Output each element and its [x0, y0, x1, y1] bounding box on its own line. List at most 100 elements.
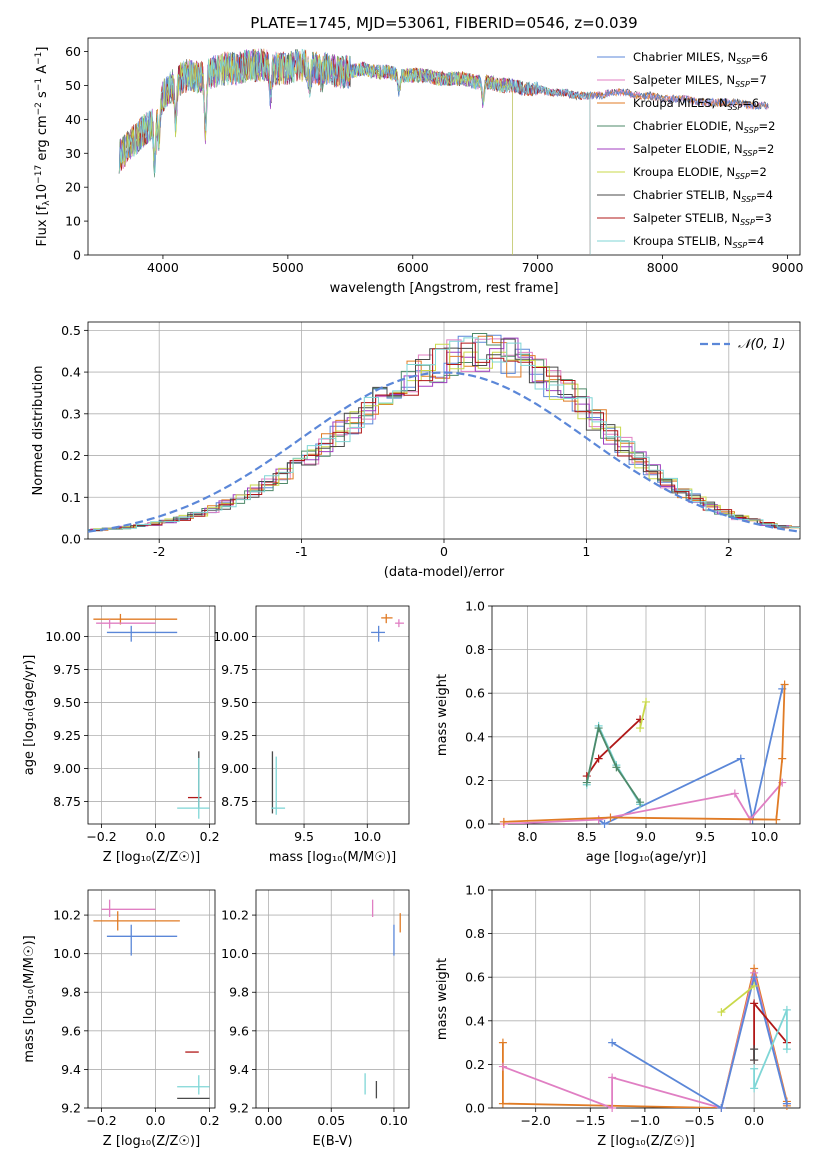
weight-marker: [499, 817, 508, 826]
y-axis-label-part: erg cm: [35, 115, 50, 164]
x-tick-label: 4000: [147, 260, 179, 275]
legend-entry-sub: SSP: [741, 195, 756, 204]
y-tick-label: 0.4: [465, 1013, 485, 1028]
legend-entry-count: =: [750, 165, 760, 179]
y-axis-label-part: −1: [34, 52, 44, 65]
mass-vs-metallicity-plot: −0.2 0.0 0.2 9.2 9.4 9.6 9.8 10.0 10.2 Z [log₁₀(Z…: [22, 889, 220, 1149]
y-tick-label: 9.50: [221, 695, 249, 710]
y-tick-label: 0.0: [61, 532, 81, 547]
x-tick-label: 7000: [522, 260, 554, 275]
y-tick-label: 8.75: [221, 794, 249, 809]
y-tick-label: 0.2: [465, 1057, 485, 1072]
legend-entry-name: Chabrier ELODIE: [633, 119, 728, 133]
y-axis-label-part: −2: [34, 102, 44, 115]
weight-marker: [642, 697, 650, 706]
legend-entry-name: Kroupa ELODIE: [633, 165, 719, 179]
legend-entry: 𝒩(0, 1): [738, 337, 785, 352]
weight-marker: [594, 815, 603, 824]
y-tick-label: 0.0: [465, 817, 485, 832]
spectrum-line: [118, 48, 513, 255]
y-tick-label: 0.6: [465, 970, 485, 985]
legend-entry-count: =: [747, 234, 757, 248]
x-tick-label: 8.5: [577, 829, 597, 844]
x-axis-label: wavelength [Angstrom, rest frame]: [330, 281, 559, 296]
legend-entry: Chabrier ELODIE, NSSP=2: [633, 119, 775, 135]
y-tick-label: 9.2: [229, 1101, 249, 1116]
y-tick-label: 50: [65, 78, 81, 93]
x-tick-label: −0.5: [684, 1113, 714, 1128]
x-tick-label: 0.00: [255, 1113, 283, 1128]
y-tick-label: 9.00: [53, 761, 81, 776]
weight-marker: [606, 813, 615, 822]
weight-marker: [750, 1064, 759, 1073]
legend-entry-count: =: [756, 188, 766, 202]
weight-marker: [608, 1038, 617, 1047]
weight-line: [639, 701, 647, 729]
legend-entry-count: =: [750, 73, 760, 87]
y-axis-label-part: s: [35, 91, 50, 102]
y-tick-label: 9.8: [229, 985, 249, 1000]
y-tick-label: 60: [65, 44, 81, 59]
weight-line: [720, 985, 755, 1013]
legend-entry-sub: SSP: [744, 126, 759, 135]
legend-entry: Salpeter ELODIE, NSSP=2: [633, 142, 774, 158]
legend-entry-count-value: 2: [759, 165, 766, 179]
y-tick-label: 9.6: [61, 1023, 81, 1038]
axes-frame: [87, 605, 216, 825]
y-tick-label: 9.4: [229, 1062, 249, 1077]
y-tick-label: 9.75: [53, 662, 81, 677]
histogram-step: [88, 337, 800, 532]
legend-entry-count-value: 6: [752, 96, 759, 110]
weight-marker: [772, 815, 781, 824]
weight-marker: [780, 680, 789, 689]
legend-entry-n: , N: [724, 211, 740, 225]
weight-marker: [498, 1062, 507, 1071]
x-axis-label: (data-model)/error: [384, 565, 505, 580]
x-axis-label: Z [log₁₀(Z/Z☉)]: [103, 1134, 200, 1149]
y-tick-label: 10.2: [53, 908, 81, 923]
y-tick-label: 10.0: [221, 946, 249, 961]
legend-entry: Salpeter MILES, NSSP=7: [633, 73, 767, 89]
x-tick-label: 0.0: [146, 829, 166, 844]
y-tick-label: 9.6: [229, 1023, 249, 1038]
legend-entry-n: , N: [719, 165, 735, 179]
weight-marker: [608, 1104, 617, 1112]
x-axis-label: mass [log₁₀(M/M☉)]: [269, 850, 396, 865]
y-axis-label-part: −17: [34, 165, 44, 184]
y-axis-label: age [log₁₀(age/yr)]: [22, 655, 37, 776]
weight-marker: [612, 763, 621, 772]
legend-entry-count: =: [757, 142, 767, 156]
axes-frame: [255, 605, 410, 825]
weight-line: [585, 725, 641, 803]
y-tick-label: 0.2: [61, 448, 81, 463]
x-tick-label: -2: [153, 544, 165, 559]
y-axis-label-part: −1: [34, 78, 44, 91]
y-tick-label: 1.0: [465, 599, 485, 614]
y-tick-label: 10.2: [221, 908, 249, 923]
x-tick-label: 8000: [647, 260, 679, 275]
legend-entry: Kroupa STELIB, NSSP=4: [633, 234, 764, 250]
x-tick-label: 0: [440, 544, 448, 559]
legend-entry-count: =: [742, 96, 752, 110]
weight-marker: [750, 1045, 759, 1054]
x-tick-label: 9.5: [294, 829, 314, 844]
y-tick-label: 0.6: [465, 686, 485, 701]
y-tick-label: 0.4: [61, 365, 81, 380]
legend-entry-sub: SSP: [735, 172, 750, 181]
legend-entry-sub: SSP: [743, 149, 758, 158]
x-tick-label: 8.0: [518, 829, 538, 844]
x-tick-label: 10.0: [751, 829, 779, 844]
legend-entry-count-value: 7: [759, 73, 766, 87]
y-tick-label: 40: [65, 112, 81, 127]
weight-marker: [636, 798, 645, 807]
y-tick-label: 0.0: [465, 1101, 485, 1116]
y-tick-label: 0.8: [465, 642, 485, 657]
axes-frame: [87, 321, 801, 540]
y-tick-label: 8.75: [53, 794, 81, 809]
weight-marker: [778, 754, 787, 763]
x-axis-label: age [log₁₀(age/yr)]: [586, 850, 707, 865]
x-tick-label: 6000: [397, 260, 429, 275]
y-tick-label: 1.0: [465, 883, 485, 898]
